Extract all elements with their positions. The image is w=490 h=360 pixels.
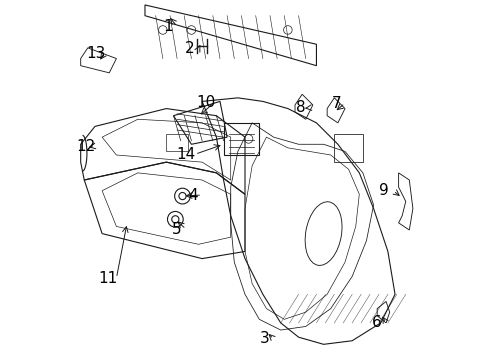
Bar: [167, 134, 188, 152]
Text: 6: 6: [372, 315, 382, 330]
Text: 2: 2: [185, 41, 195, 56]
Text: 8: 8: [295, 100, 305, 115]
Text: 4: 4: [188, 188, 198, 203]
Text: 11: 11: [98, 271, 117, 286]
Text: 9: 9: [379, 183, 389, 198]
Text: 13: 13: [86, 46, 105, 61]
Text: 10: 10: [196, 95, 215, 110]
Bar: [334, 134, 363, 162]
Text: 5: 5: [172, 222, 182, 237]
Text: 12: 12: [76, 139, 96, 154]
Text: 7: 7: [331, 96, 341, 111]
Text: 1: 1: [163, 19, 173, 34]
Text: 3: 3: [260, 332, 270, 346]
Text: 14: 14: [176, 147, 196, 162]
